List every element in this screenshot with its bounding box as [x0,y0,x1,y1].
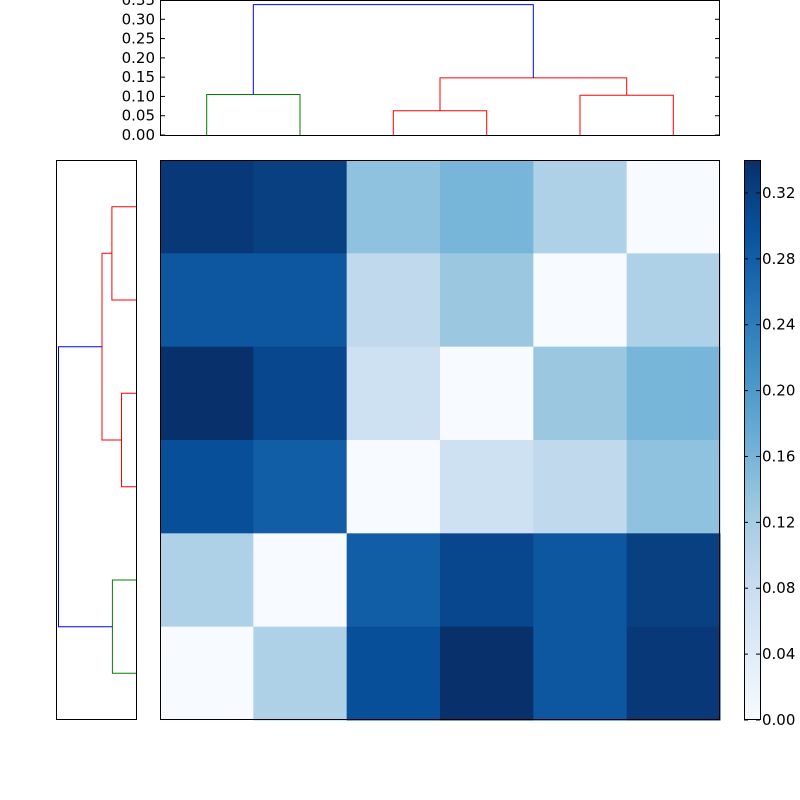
heatmap-cell [346,533,441,628]
heatmap-cell [626,253,721,348]
top-dendrogram-panel: 0.000.05 0.100.150.200.25 0.300.35 [122,0,720,144]
colorbar-tick-label: 0.28 [762,250,795,268]
heatmap-cell [440,160,534,254]
colorbar-tick-label: 0.32 [762,184,795,202]
heatmap-cell [626,440,721,534]
heatmap-cell [533,440,628,534]
top-dendrogram-tick-label: 0.05 [122,107,155,125]
top-dendrogram-links [206,4,674,135]
heatmap-cell [160,346,254,441]
left-dendrogram-link [111,579,136,674]
heatmap-cell [440,440,534,534]
heatmap-cell [160,440,254,534]
left-dendrogram-link [111,206,136,301]
heatmap-cell [253,253,348,348]
colorbar-tick-label: 0.12 [762,513,795,531]
left-dendrogram-links [58,206,136,674]
heatmap-cell [533,346,628,441]
top-dendrogram-link [392,110,488,135]
heatmap-cell [160,533,254,628]
left-dendrogram-link [58,346,113,628]
left-dendrogram-link [121,392,136,488]
colorbar-tick-label: 0.04 [762,645,795,663]
heatmap-cell [346,346,441,441]
heatmap-cell [253,346,348,441]
left-dendrogram-panel [56,160,137,720]
heatmap-cell [533,160,628,254]
heatmap-cell [253,533,348,628]
colorbar-tick-label: 0.16 [762,447,795,465]
top-dendrogram-link [439,77,628,111]
heatmap-cell [533,533,628,628]
heatmap-cell [346,160,441,254]
heatmap-cell [160,160,254,254]
heatmap-cell [440,626,534,721]
heatmap-cell [160,253,254,348]
colorbar-panel: 0.00 0.04 0.08 0.12 0.16 0.20 0.24 0.28 0.32 [744,160,795,729]
heatmap-frame [160,160,720,720]
top-dendrogram-link [579,94,674,135]
top-dendrogram-y-axis: 0.000.05 0.100.150.200.25 0.300.35 [122,0,720,144]
heatmap-cell [346,626,441,721]
top-dendrogram-frame [160,0,720,136]
top-dendrogram-tick-label: 0.30 [122,10,155,28]
colorbar-tick-label: 0.00 [762,711,795,729]
colorbar-gradient [744,160,760,720]
heatmap-cell [626,533,721,628]
heatmap-cell [253,440,348,534]
heatmap-cell [253,160,348,254]
colorbar-axis: 0.00 0.04 0.08 0.12 0.16 0.20 0.24 0.28 0.32 [744,184,795,729]
top-dendrogram-link [206,94,301,135]
heatmap-cell [346,253,441,348]
colorbar-frame [744,160,761,720]
colorbar-tick-label: 0.24 [762,316,795,334]
colorbar-tick-label: 0.08 [762,579,795,597]
top-dendrogram-link [252,4,534,95]
heatmap-cell [440,533,534,628]
left-dendrogram-frame [56,160,137,720]
heatmap-panel [160,160,721,721]
heatmap-cells [160,160,721,721]
heatmap-cell [533,253,628,348]
top-dendrogram-tick-label: 0.00 [122,126,155,144]
top-dendrogram-tick-label: 0.35 [122,0,155,9]
top-dendrogram-tick-label: 0.10 [122,87,155,105]
heatmap-cell [160,626,254,721]
colorbar-tick-label: 0.20 [762,382,795,400]
heatmap-cell [533,626,628,721]
top-dendrogram-tick-label: 0.25 [122,30,155,48]
top-dendrogram-tick-label: 0.15 [122,68,155,86]
heatmap-cell [626,346,721,441]
heatmap-cell [440,346,534,441]
top-dendrogram-tick-label: 0.20 [122,49,155,67]
heatmap-cell [346,440,441,534]
heatmap-cell [253,626,348,721]
heatmap-cell [626,626,721,721]
heatmap-cell [440,253,534,348]
heatmap-cell [626,160,721,254]
